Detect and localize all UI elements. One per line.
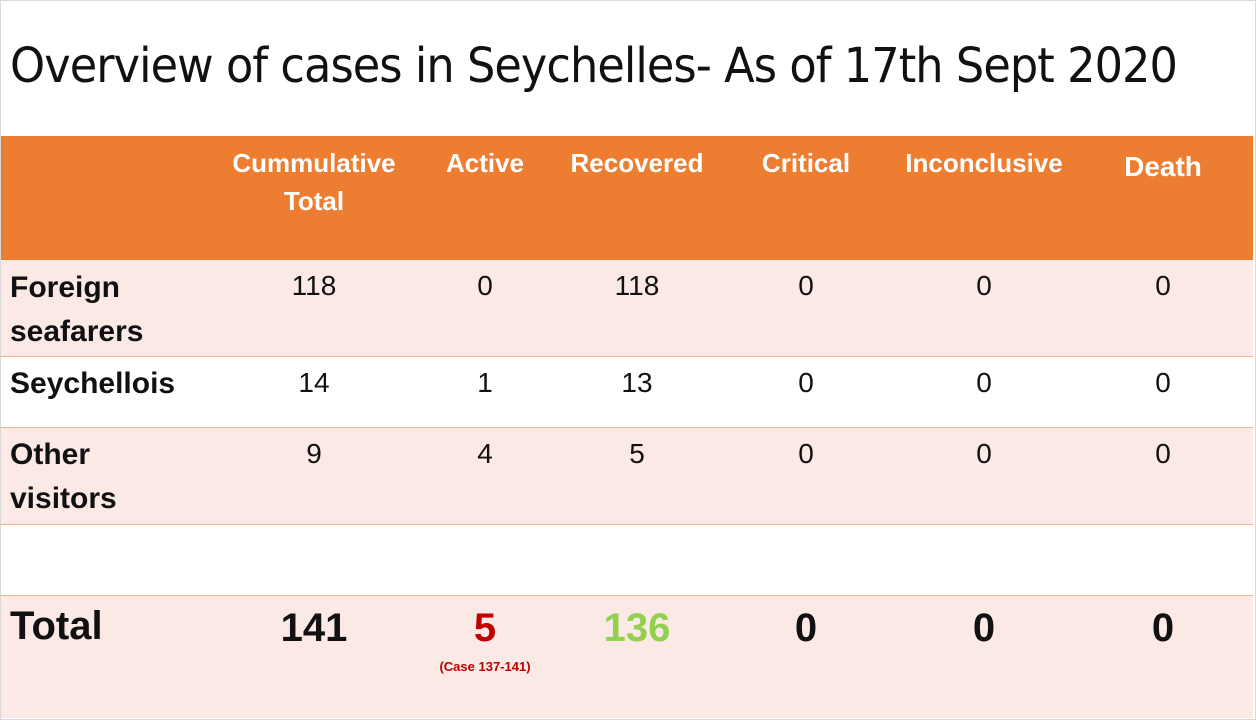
total-active: 5 <box>473 606 497 650</box>
cell-critical: 0 <box>798 367 814 398</box>
cell-death: 0 <box>1155 438 1171 469</box>
total-critical: 0 <box>794 606 818 650</box>
cell-death: 0 <box>1155 367 1171 398</box>
total-inconclusive: 0 <box>972 606 996 650</box>
cell-total: 118 <box>291 270 337 301</box>
row-label-line: seafarers <box>10 315 144 348</box>
cell-total: 14 <box>298 367 330 398</box>
page-title: Overview of cases in Seychelles- As of 1… <box>10 38 1178 94</box>
cell-inconclusive: 0 <box>976 270 992 301</box>
column-header-cumulative-total: Cummulative Total <box>232 144 395 220</box>
table-row <box>1 428 1253 525</box>
cell-critical: 0 <box>798 438 814 469</box>
table-row <box>1 260 1253 357</box>
row-label-line: visitors <box>10 482 117 515</box>
active-case-note: (Case 137-141) <box>439 659 531 674</box>
table-row-empty <box>1 525 1253 596</box>
cell-recovered: 13 <box>621 367 653 398</box>
row-label-foreign-seafarers: Foreign seafarers <box>10 266 143 354</box>
row-label-line: Other <box>10 438 91 471</box>
table-row <box>1 357 1253 428</box>
row-label-other-visitors: Other visitors <box>10 433 117 521</box>
cell-active: 0 <box>477 270 493 301</box>
cell-recovered: 5 <box>629 438 645 469</box>
column-header-line: Cummulative <box>232 148 396 178</box>
cell-recovered: 118 <box>614 270 660 301</box>
cell-inconclusive: 0 <box>976 438 992 469</box>
table-header-row <box>1 136 1253 260</box>
cell-inconclusive: 0 <box>976 367 992 398</box>
total-cumulative: 141 <box>280 606 348 650</box>
total-label: Total <box>10 604 103 648</box>
row-label-line: Foreign <box>10 271 120 304</box>
total-death: 0 <box>1151 606 1175 650</box>
column-header-line: Total <box>283 186 345 216</box>
cell-active: 1 <box>477 367 493 398</box>
row-label-seychellois: Seychellois <box>10 367 176 400</box>
cell-total: 9 <box>306 438 322 469</box>
column-header-inconclusive: Inconclusive <box>905 148 1063 178</box>
cell-active: 4 <box>477 438 493 469</box>
column-header-recovered: Recovered <box>570 148 704 178</box>
cell-critical: 0 <box>798 270 814 301</box>
column-header-critical: Critical <box>761 148 851 178</box>
cell-death: 0 <box>1155 270 1171 301</box>
column-header-active: Active <box>445 148 525 178</box>
column-header-death: Death <box>1124 151 1202 182</box>
table-row-total <box>1 596 1253 718</box>
total-recovered: 136 <box>603 606 671 650</box>
